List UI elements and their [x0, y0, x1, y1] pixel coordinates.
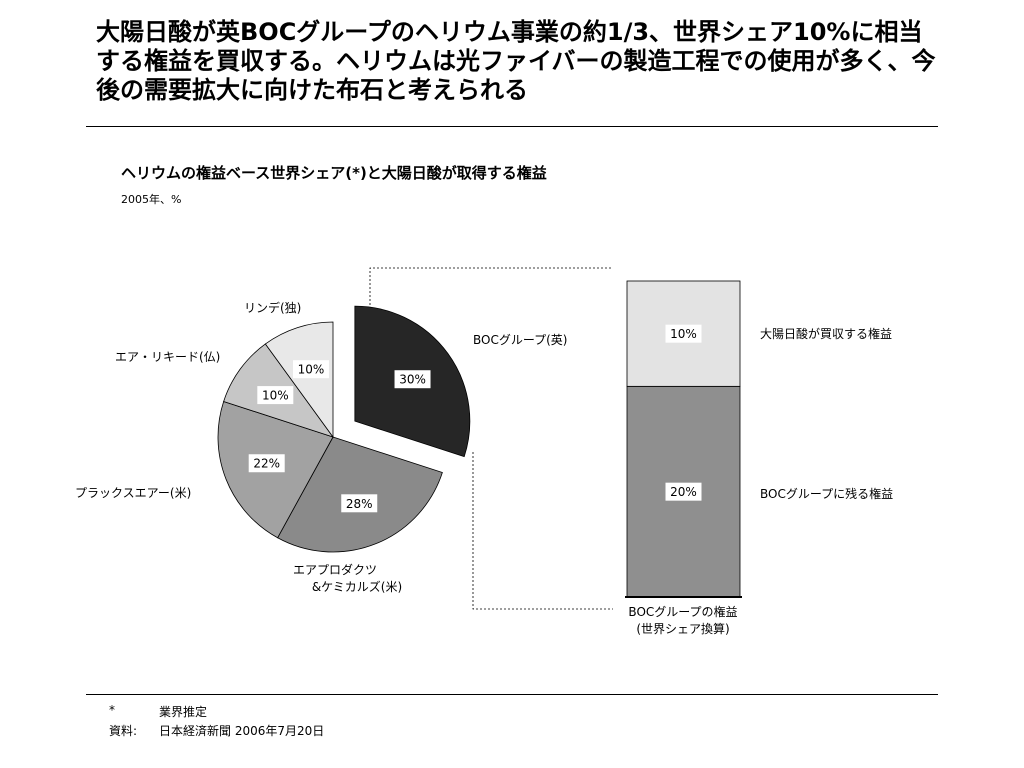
pie-value-linde: 10%: [292, 360, 329, 379]
source-mark: 資料:: [109, 724, 138, 738]
bottom-divider: [86, 694, 938, 695]
pie-value-text: 28%: [346, 497, 373, 511]
bar-value-text: 10%: [670, 327, 697, 341]
pie-value-box: [248, 454, 285, 473]
bar-axis-label-line2: (世界シェア換算): [636, 621, 729, 636]
bar-axis-label-line1: BOCグループの権益: [628, 604, 737, 619]
pie-value-box: [257, 386, 294, 405]
pie-value-text: 30%: [399, 373, 426, 387]
bar-value-text: 20%: [670, 485, 697, 499]
footnote-mark: *: [109, 703, 115, 717]
pie-value-boc: 30%: [394, 370, 431, 389]
pie-value-box: [292, 360, 329, 379]
pie-value-praxair: 22%: [248, 454, 285, 473]
bar-value-box: [665, 482, 702, 501]
bar-segment-boc-remaining-value: 20%: [665, 482, 702, 501]
footnote-text: 業界推定: [159, 705, 208, 719]
pie-label-boc: BOCグループ(英): [473, 333, 568, 347]
bar-value-box: [665, 324, 702, 343]
pie-slice-linde: [264, 321, 334, 439]
pie-value-box: [341, 494, 378, 513]
pie-label-praxair: プラックスエアー(米): [75, 486, 191, 500]
pie-value-text: 10%: [298, 363, 325, 377]
connector-top: [369, 267, 613, 305]
pie-value-box: [394, 370, 431, 389]
pie-value-text: 22%: [253, 457, 280, 471]
stacked-bar: 20% 10%: [625, 280, 742, 598]
chart-subtitle: 2005年、%: [121, 193, 182, 206]
pie-label-air-products-line2: &ケミカルズ(米): [312, 579, 402, 594]
top-divider: [86, 126, 938, 127]
pie-label-air-products-line1: エアプロダクツ: [293, 562, 377, 577]
headline: 大陽日酸が英BOCグループのヘリウム事業の約1/3、世界シェア10%に相当する権…: [96, 18, 936, 104]
pie-label-air-liquide: エア・リキード(仏): [115, 350, 220, 364]
pie-value-text: 10%: [262, 389, 289, 403]
connector-bottom: [472, 452, 613, 610]
pie-label-linde: リンデ(独): [244, 300, 301, 315]
bar-label-boc-remaining: BOCグループに残る権益: [760, 486, 893, 501]
pie-value-air-liquide: 10%: [257, 386, 294, 405]
pie-value-air-products: 28%: [341, 494, 378, 513]
bar-label-taiyo: 大陽日酸が買収する権益: [760, 326, 892, 341]
bar-segment-taiyo-value: 10%: [665, 324, 702, 343]
source-text: 日本経済新聞 2006年7月20日: [159, 724, 325, 738]
connector-lines: [369, 267, 613, 610]
pie-chart: 30% 28% 22% 10% 10%: [217, 305, 471, 553]
chart-title: ヘリウムの権益ベース世界シェア(*)と大陽日酸が取得する権益: [121, 164, 547, 182]
